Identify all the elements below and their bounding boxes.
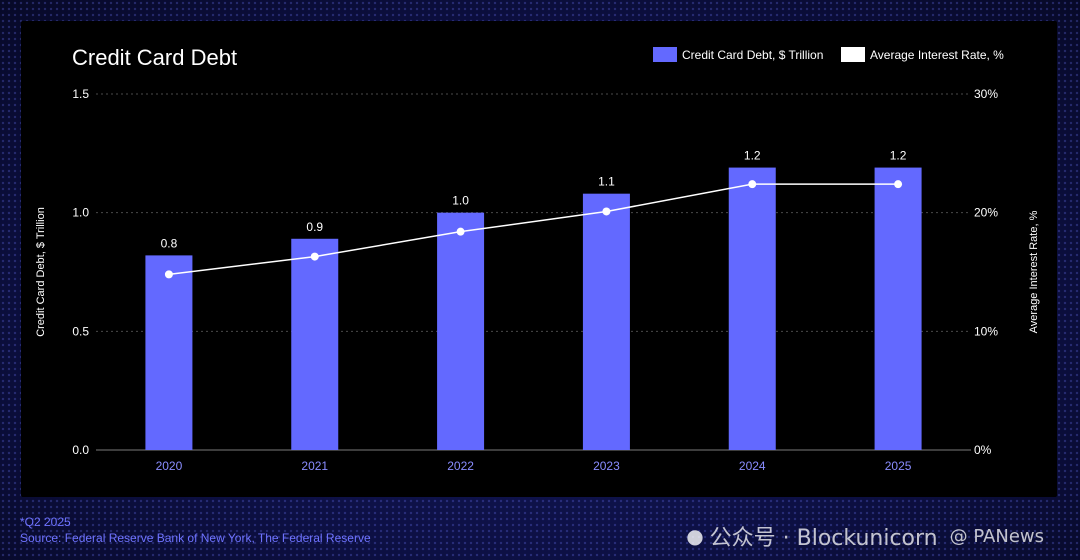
bar [874,167,922,450]
legend-swatch-debt [653,47,677,62]
x-tick-label: 2023 [593,459,620,473]
watermark-secondary: @ PANews [949,525,1044,547]
bar-value-label: 1.2 [890,149,907,163]
wechat-icon: ● [686,524,704,548]
bar [437,212,485,450]
y2-tick-label: 30% [974,87,998,101]
rate-point [748,180,757,189]
x-tick-label: 2022 [447,459,474,473]
y-tick-label: 0.0 [72,443,89,457]
y2-axis-title: Average Interest Rate, % [1028,210,1040,333]
rate-point [310,252,319,261]
bar-value-label: 0.9 [306,220,323,234]
rate-point [602,207,611,216]
bar [291,238,339,450]
x-tick-label: 2020 [156,459,183,473]
watermark-text: 公众号 · Blockunicorn [709,526,938,551]
bar [728,167,776,450]
rate-point [164,270,173,279]
legend-swatch-rate [841,47,865,62]
bar-value-label: 1.0 [452,194,469,208]
footnote-source: Source: Federal Reserve Bank of New York… [20,531,371,545]
y2-tick-label: 20% [974,206,998,220]
rate-line [168,183,899,276]
watermark: ● 公众号 · Blockunicorn @ PANews [686,520,1044,552]
x-tick-label: 2024 [739,459,766,473]
y2-tick-label: 0% [974,443,992,457]
legend-label-rate: Average Interest Rate, % [870,48,1004,62]
rate-point [894,180,903,189]
y-tick-label: 1.5 [72,87,89,101]
x-tick-label: 2021 [301,459,328,473]
rate-point [456,227,465,236]
x-tick-label: 2025 [885,459,912,473]
footnote-note: *Q2 2025 [20,515,71,529]
chart-title: Credit Card Debt [72,45,237,70]
y-tick-label: 0.5 [72,324,89,338]
y-axis-title: Credit Card Debt, $ Trillion [35,207,47,337]
y-tick-label: 1.0 [72,206,89,220]
bar-value-label: 0.8 [161,236,178,250]
legend-label-debt: Credit Card Debt, $ Trillion [682,48,823,62]
bar [145,255,193,450]
chart-panel: Credit Card Debt Credit Card Debt, $ Tril… [21,21,1057,497]
chart-svg: Credit Card Debt Credit Card Debt, $ Tril… [35,45,1040,473]
y2-tick-label: 10% [974,324,998,338]
bar [582,193,630,450]
bar-value-label: 1.1 [598,175,615,189]
bar-value-label: 1.2 [744,149,761,163]
